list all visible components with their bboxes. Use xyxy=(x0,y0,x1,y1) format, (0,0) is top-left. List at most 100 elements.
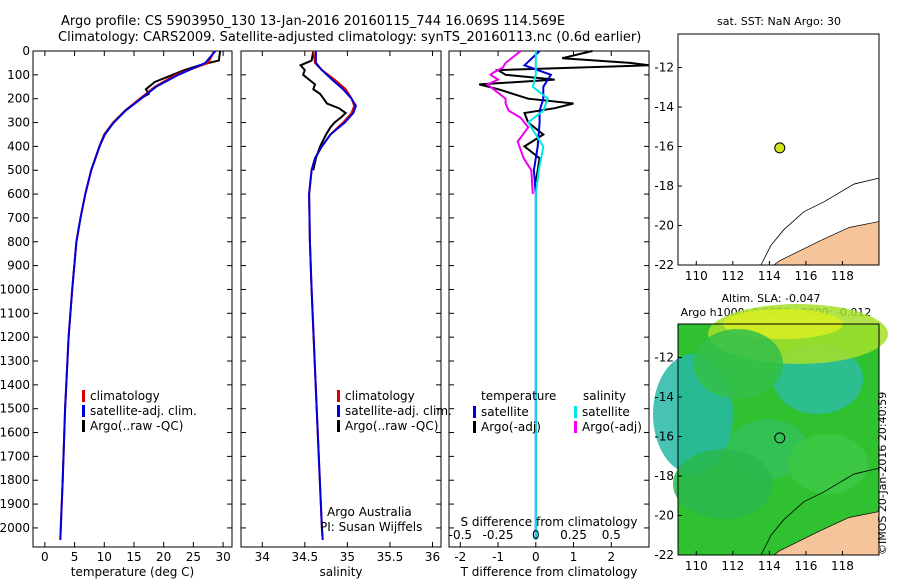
salinity-xlabel: salinity xyxy=(319,565,362,579)
temperature-series-line xyxy=(59,50,216,540)
difference-stick-label: -0.25 xyxy=(483,528,514,542)
sst_map-xtick-label: 118 xyxy=(831,269,854,283)
depth-tick-label: 1500 xyxy=(0,402,30,416)
depth-tick-label: 1200 xyxy=(0,330,30,344)
sla_map-xtick-label: 114 xyxy=(758,559,781,573)
temperature-xlabel: temperature (deg C) xyxy=(71,565,194,579)
sst_map-frame xyxy=(677,33,880,266)
depth-tick-label: 1700 xyxy=(0,449,30,463)
sla_map-frame xyxy=(677,323,880,556)
salinity-annotation: PI: Susan Wijffels xyxy=(320,520,422,534)
difference-legend-temp-label: Argo(-adj) xyxy=(481,420,541,434)
depth-tick-label: 1800 xyxy=(0,473,30,487)
sst_map-ytick-label: -20 xyxy=(654,219,674,233)
difference-legend-sal-swatch xyxy=(574,406,577,418)
depth-tick-label: 800 xyxy=(7,235,30,249)
sst_map-land xyxy=(772,221,880,266)
sst_map-xtick-label: 114 xyxy=(758,269,781,283)
difference-xtick-label: -2 xyxy=(454,550,466,564)
sla_map-ytick-label: -22 xyxy=(654,548,674,562)
sst_map-ytick-label: -18 xyxy=(654,179,674,193)
sst_map-xtick-label: 110 xyxy=(685,269,708,283)
sla_map-argo-position xyxy=(774,432,786,444)
difference-legend-sal-label: Argo(-adj) xyxy=(582,420,642,434)
sst_map-xtick-label: 116 xyxy=(794,269,817,283)
salinity-xtick-label: 35 xyxy=(340,550,355,564)
salinity-xtick-label: 34 xyxy=(255,550,270,564)
temperature-series-line xyxy=(90,50,222,171)
sla_map-xtick-label: 110 xyxy=(685,559,708,573)
temperature-legend-swatch xyxy=(82,390,85,402)
depth-tick-label: 200 xyxy=(7,92,30,106)
depth-tick-label: 0 xyxy=(22,44,30,58)
sst-map-title: sat. SST: NaN Argo: 30 xyxy=(717,15,841,28)
depth-tick-label: 700 xyxy=(7,211,30,225)
sla_map-anomaly-blob xyxy=(673,449,773,519)
sst_map-ytick-label: -22 xyxy=(654,258,674,272)
sla_map-shelf-contour xyxy=(760,467,880,556)
credit-text: ©IMOS 20-Jan-2016 20:40:59 xyxy=(876,391,889,555)
temperature-legend-swatch xyxy=(82,420,85,432)
difference-legend-sal-swatch xyxy=(574,421,577,433)
sst_map-ytick-label: -16 xyxy=(654,140,674,154)
sst_map-argo-position xyxy=(774,142,786,154)
depth-tick-label: 1100 xyxy=(0,306,30,320)
temperature-frame xyxy=(32,50,233,548)
depth-tick-label: 1300 xyxy=(0,354,30,368)
salinity-annotation: Argo Australia xyxy=(327,505,412,519)
depth-tick-label: 100 xyxy=(7,68,30,82)
difference-legend-sal-header: salinity xyxy=(583,389,626,403)
sla_map-xtick-label: 116 xyxy=(794,559,817,573)
salinity-series-line xyxy=(298,50,348,171)
salinity-series-line xyxy=(308,51,358,540)
sla_map-anomaly-blob xyxy=(693,329,783,399)
depth-tick-label: 300 xyxy=(7,116,30,130)
sla_map-ytick-label: -12 xyxy=(654,351,674,365)
difference-legend-temp-label: satellite xyxy=(481,405,529,419)
sla_map-xtick-label: 118 xyxy=(831,559,854,573)
salinity-legend-swatch xyxy=(337,420,340,432)
sla_map-anomaly-blob xyxy=(788,434,868,494)
sla_map-ytick-label: -16 xyxy=(654,430,674,444)
temperature-xtick-label: 15 xyxy=(126,550,141,564)
difference-series-line xyxy=(478,50,650,183)
temperature-xtick-label: 30 xyxy=(215,550,230,564)
salinity-legend-swatch xyxy=(337,390,340,402)
depth-tick-label: 600 xyxy=(7,187,30,201)
salinity-xtick-label: 35.5 xyxy=(377,550,404,564)
difference-series-line xyxy=(485,50,534,195)
difference-frame xyxy=(448,50,650,548)
depth-tick-label: 900 xyxy=(7,259,30,273)
salinity-series-line xyxy=(308,50,356,540)
depth-tick-label: 1600 xyxy=(0,426,30,440)
difference-stick-label: 0.5 xyxy=(602,528,621,542)
temperature-series-line xyxy=(59,50,217,540)
difference-legend-temp-swatch xyxy=(473,421,476,433)
temperature-xtick-label: 20 xyxy=(156,550,171,564)
salinity-legend-label: climatology xyxy=(345,389,415,403)
depth-tick-label: 2000 xyxy=(0,521,30,535)
temperature-xtick-label: 25 xyxy=(186,550,201,564)
difference-xtick-label: 1 xyxy=(570,550,578,564)
sla_map-ytick-label: -18 xyxy=(654,469,674,483)
sla_map-ytick-label: -20 xyxy=(654,509,674,523)
sla_map-ytick-label: -14 xyxy=(654,390,674,404)
difference-xtick-label: -1 xyxy=(492,550,504,564)
salinity-xtick-label: 34.5 xyxy=(291,550,318,564)
depth-tick-label: 1400 xyxy=(0,378,30,392)
salinity-frame xyxy=(240,50,442,548)
title-line-2: Climatology: CARS2009. Satellite-adjuste… xyxy=(58,30,642,45)
temperature-xtick-label: 10 xyxy=(97,550,112,564)
difference-legend-temp-swatch xyxy=(473,406,476,418)
sst_map-ytick-label: -14 xyxy=(654,100,674,114)
temperature-legend-label: Argo(..raw -QC) xyxy=(90,419,183,433)
sla-map-title-1: Altim. SLA: -0.047 xyxy=(721,292,820,305)
difference-series-line xyxy=(526,51,550,540)
salinity-legend-swatch xyxy=(337,405,340,417)
salinity-legend-label: satellite-adj. clim. xyxy=(345,404,452,418)
difference-legend-sal-label: satellite xyxy=(582,405,630,419)
salinity-legend-label: Argo(..raw -QC) xyxy=(345,419,438,433)
depth-tick-label: 1000 xyxy=(0,282,30,296)
difference-legend-temp-header: temperature xyxy=(481,389,556,403)
